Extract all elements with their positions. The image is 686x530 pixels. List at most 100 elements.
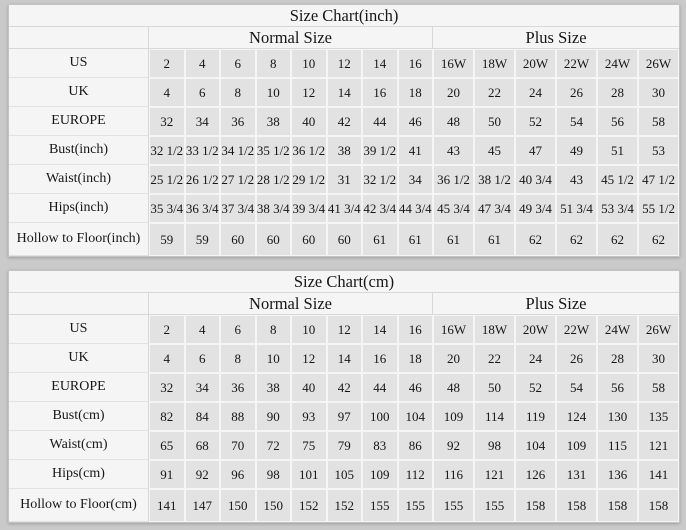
size-cell: 54 — [556, 107, 597, 136]
size-cell: 62 — [597, 223, 638, 256]
size-cell: 26W — [638, 315, 680, 344]
size-cell: 96 — [220, 460, 256, 489]
size-cell: 36 — [220, 373, 256, 402]
size-cell: 92 — [433, 431, 474, 460]
row-label: Bust(inch) — [9, 136, 149, 165]
size-cell: 158 — [515, 489, 556, 522]
size-cell: 36 3/4 — [184, 194, 220, 223]
size-cell: 8 — [220, 78, 256, 107]
size-cell: 38 3/4 — [255, 194, 291, 223]
table-row: Hollow to Floor(cm) 141 147 150 150 152 152 155… — [9, 489, 680, 522]
size-cell: 141 — [149, 489, 185, 522]
size-cell: 152 — [326, 489, 362, 522]
group-header-row: Normal Size Plus Size — [9, 293, 680, 315]
size-cell: 109 — [433, 402, 474, 431]
size-cell: 25 1/2 — [149, 165, 185, 194]
row-label: Bust(cm) — [9, 402, 149, 431]
size-cell: 155 — [397, 489, 433, 522]
size-cell: 50 — [474, 373, 515, 402]
size-cell: 22W — [556, 315, 597, 344]
size-cell: 56 — [597, 107, 638, 136]
size-cell: 24W — [597, 315, 638, 344]
size-cell: 20 — [433, 344, 474, 373]
size-cell: 24W — [597, 49, 638, 78]
size-cell: 104 — [515, 431, 556, 460]
group-header-plus-size: Plus Size — [433, 27, 680, 49]
table-row: Hips(cm) 91 92 96 98 101 105 109 112 116 121 126 131… — [9, 460, 680, 489]
size-cell: 16 — [362, 344, 398, 373]
size-cell: 2 — [149, 49, 185, 78]
size-cell: 39 1/2 — [362, 136, 398, 165]
size-cell: 6 — [184, 78, 220, 107]
size-cell: 58 — [638, 373, 680, 402]
size-cell: 34 — [184, 107, 220, 136]
group-header-normal-size: Normal Size — [149, 293, 433, 315]
size-cell: 47 1/2 — [638, 165, 680, 194]
size-cell: 126 — [515, 460, 556, 489]
size-cell: 8 — [220, 344, 256, 373]
size-cell: 98 — [474, 431, 515, 460]
size-cell: 92 — [184, 460, 220, 489]
table-row: EUROPE 32 34 36 38 40 42 44 46 48 50 52 54 56 58 — [9, 373, 680, 402]
size-cell: 14 — [362, 315, 398, 344]
size-cell: 22W — [556, 49, 597, 78]
size-cell: 32 — [149, 107, 185, 136]
size-cell: 28 — [597, 344, 638, 373]
size-cell: 14 — [362, 49, 398, 78]
size-cell: 32 — [149, 373, 185, 402]
size-cell: 82 — [149, 402, 185, 431]
row-label: US — [9, 315, 149, 344]
size-cell: 141 — [638, 460, 680, 489]
size-cell: 41 — [397, 136, 433, 165]
size-cell: 16W — [433, 315, 474, 344]
size-cell: 61 — [433, 223, 474, 256]
size-cell: 39 3/4 — [291, 194, 327, 223]
size-cell: 51 3/4 — [556, 194, 597, 223]
size-cell: 44 3/4 — [397, 194, 433, 223]
size-cell: 12 — [291, 78, 327, 107]
table-row: Hips(inch) 35 3/4 36 3/4 37 3/4 38 3/4 39 3/4… — [9, 194, 680, 223]
size-cell: 44 — [362, 107, 398, 136]
size-cell: 4 — [184, 49, 220, 78]
size-cell: 36 — [220, 107, 256, 136]
size-cell: 75 — [291, 431, 327, 460]
size-cell: 26 1/2 — [184, 165, 220, 194]
size-cell: 48 — [433, 373, 474, 402]
size-chart-table-inch: Size Chart(inch) Normal Size Plus Size US 2 4… — [8, 4, 681, 257]
size-cell: 20 — [433, 78, 474, 107]
size-cell: 109 — [556, 431, 597, 460]
size-cell: 20W — [515, 315, 556, 344]
size-cell: 37 3/4 — [220, 194, 256, 223]
size-cell: 91 — [149, 460, 185, 489]
size-cell: 150 — [255, 489, 291, 522]
size-cell: 29 1/2 — [291, 165, 327, 194]
size-cell: 18 — [397, 344, 433, 373]
size-cell: 86 — [397, 431, 433, 460]
row-label: EUROPE — [9, 107, 149, 136]
size-cell: 115 — [597, 431, 638, 460]
size-cell: 131 — [556, 460, 597, 489]
size-cell: 34 1/2 — [220, 136, 256, 165]
size-cell: 8 — [255, 315, 291, 344]
size-cell: 10 — [291, 49, 327, 78]
size-cell: 52 — [515, 107, 556, 136]
size-cell: 42 — [326, 373, 362, 402]
size-cell: 100 — [362, 402, 398, 431]
size-cell: 27 1/2 — [220, 165, 256, 194]
table-row: Hollow to Floor(inch) 59 59 60 60 60 60 61 61 61 6… — [9, 223, 680, 256]
size-cell: 26 — [556, 344, 597, 373]
size-cell: 101 — [291, 460, 327, 489]
size-cell: 155 — [433, 489, 474, 522]
size-cell: 46 — [397, 373, 433, 402]
size-cell: 12 — [291, 344, 327, 373]
size-cell: 121 — [638, 431, 680, 460]
size-cell: 26 — [556, 78, 597, 107]
size-cell: 38 — [255, 107, 291, 136]
size-cell: 61 — [362, 223, 398, 256]
size-cell: 43 — [556, 165, 597, 194]
row-label: Hollow to Floor(cm) — [9, 489, 149, 522]
size-cell: 18W — [474, 49, 515, 78]
size-cell: 45 — [474, 136, 515, 165]
size-cell: 49 — [556, 136, 597, 165]
table-title: Size Chart(cm) — [9, 271, 680, 293]
